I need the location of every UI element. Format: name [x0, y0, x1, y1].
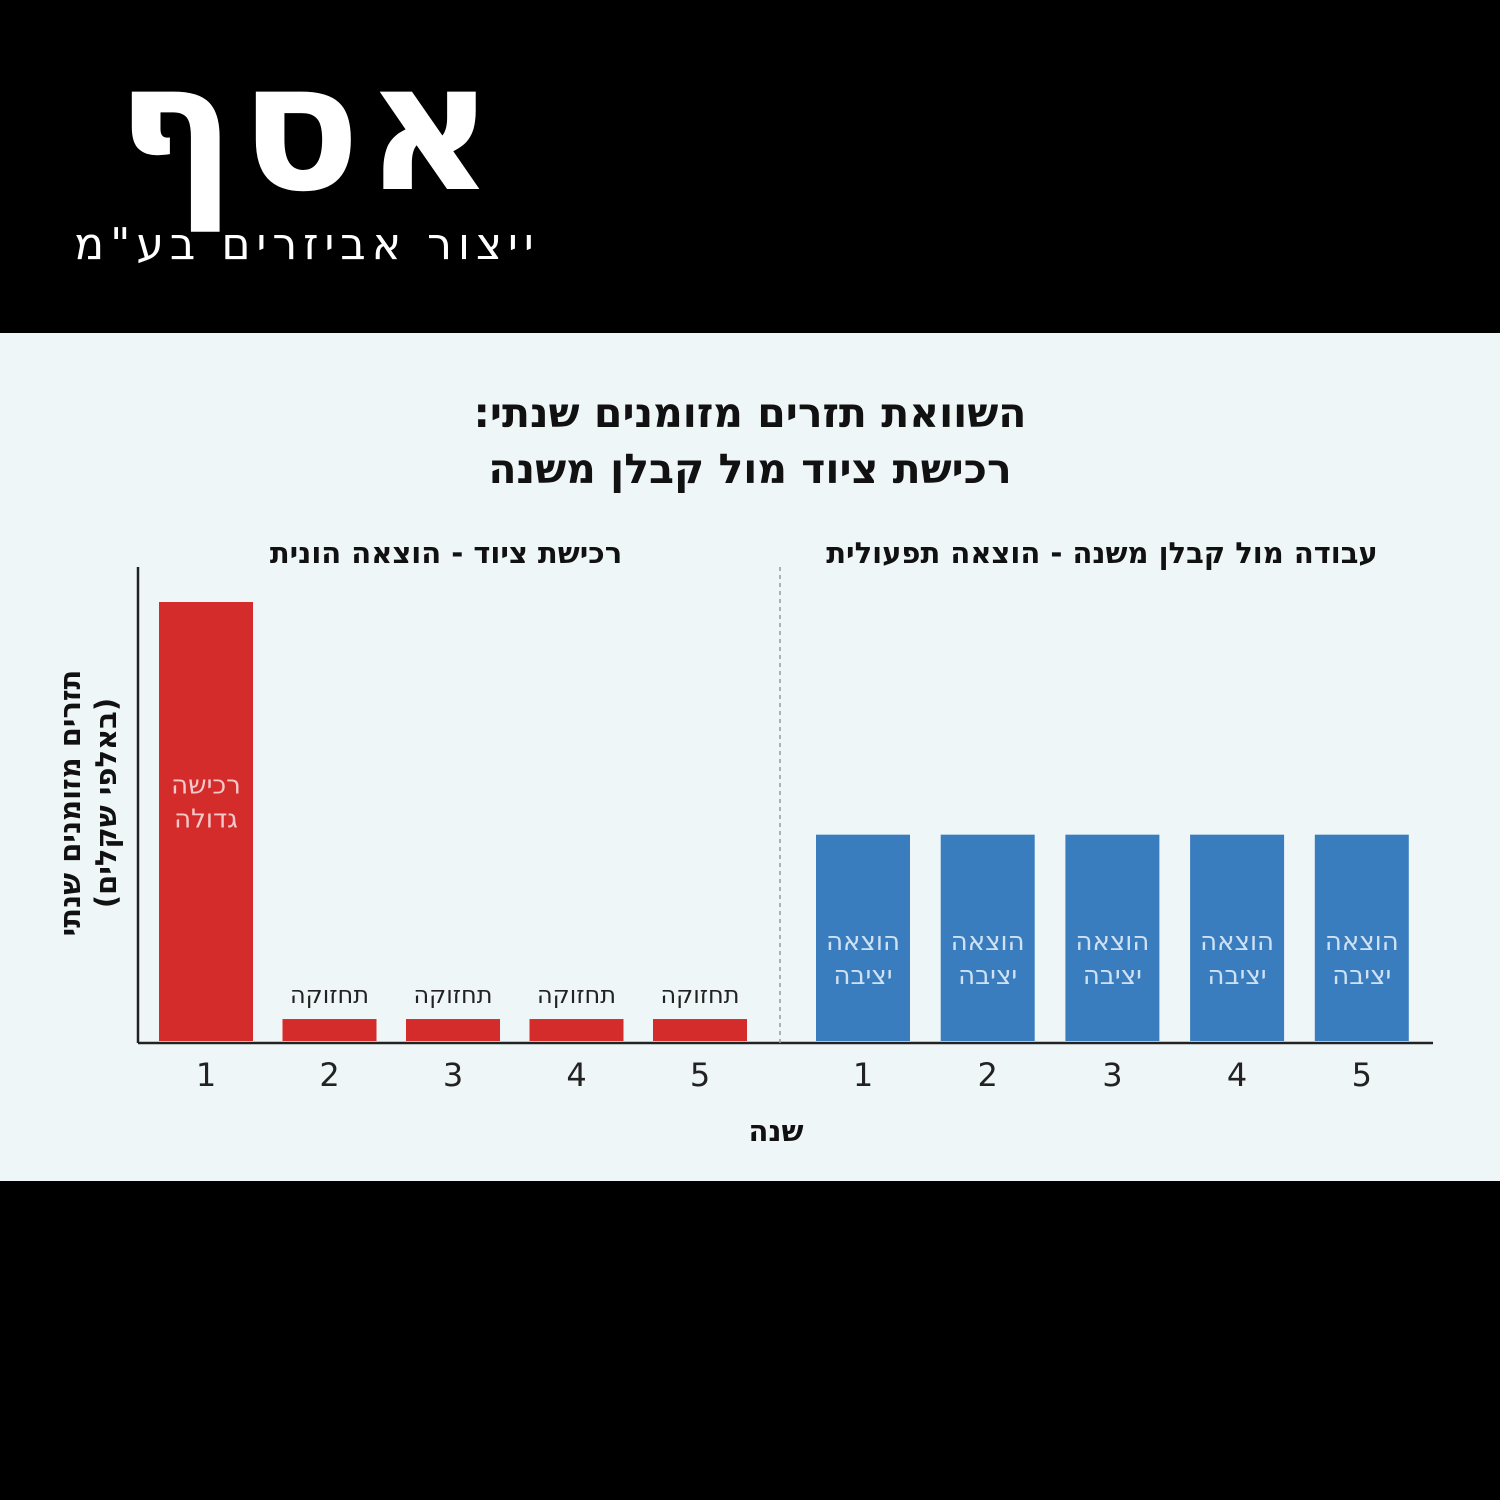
y-axis-title: תזרים מזומנים שנתי (באלפי שקלים)	[53, 670, 123, 937]
x-tick-label: 2	[319, 1056, 339, 1094]
x-tick-label: 4	[566, 1056, 586, 1094]
bar-capex-year-5	[653, 1019, 747, 1041]
bar-capex-year-3	[406, 1019, 500, 1041]
x-tick-label: 5	[1352, 1056, 1372, 1094]
logo-mark: אסף	[115, 24, 499, 231]
bar-data-label: הוצאה יציבה	[1325, 927, 1399, 991]
panel-title-opex: עבודה מול קבלן משנה - הוצאה תפעולית	[826, 536, 1378, 570]
y-axis-title-line-1: תזרים מזומנים שנתי	[53, 670, 87, 937]
panel-title-capex: רכישת ציוד - הוצאה הונית	[270, 536, 622, 570]
logo-tagline: ייצור אביזרים בע"מ	[74, 219, 540, 270]
chart-title-line-1: השוואת תזרים מזומנים שנתי:	[473, 389, 1027, 437]
x-axis-title: שנה	[748, 1114, 803, 1148]
bar-data-label: תחזוקה	[413, 981, 492, 1009]
bar-opex-year-3	[1065, 834, 1160, 1041]
x-tick-label: 3	[1102, 1056, 1122, 1094]
bar-data-label: רכישה גדולה	[171, 771, 241, 835]
bars-layer: 1 רכישה גדולה 2 תחזוקה 3 תחזוקה 4 תחזוקה 5 תחזוקה 1…	[159, 602, 1409, 1094]
bar-capex-year-1	[159, 602, 253, 1041]
bar-capex-year-4	[529, 1019, 624, 1041]
bar-data-label: הוצאה יציבה	[1200, 927, 1274, 991]
bar-data-label: הוצאה יציבה	[826, 927, 900, 991]
bar-data-label: תחזוקה	[660, 981, 739, 1009]
bar-capex-year-2	[282, 1019, 377, 1041]
x-tick-label: 3	[443, 1056, 463, 1094]
footer-band	[0, 1181, 1500, 1500]
bar-data-label: הוצאה יציבה	[951, 927, 1025, 991]
chart-title: השוואת תזרים מזומנים שנתי: רכישת ציוד מו…	[0, 385, 1500, 497]
bar-data-label: תחזוקה	[537, 981, 616, 1009]
bar-data-label: תחזוקה	[290, 981, 369, 1009]
x-tick-label: 2	[978, 1056, 998, 1094]
x-tick-label: 1	[196, 1056, 216, 1094]
header-band: אסף ייצור אביזרים בע"מ	[0, 0, 1500, 333]
bar-opex-year-4	[1190, 834, 1285, 1041]
bar-opex-year-1	[816, 834, 910, 1041]
chart-title-line-2: רכישת ציוד מול קבלן משנה	[488, 445, 1012, 493]
chart-panel: השוואת תזרים מזומנים שנתי: רכישת ציוד מו…	[0, 333, 1500, 1181]
bar-chart: רכישת ציוד - הוצאה הונית עבודה מול קבלן …	[53, 536, 1433, 1148]
x-tick-label: 4	[1227, 1056, 1247, 1094]
x-tick-label: 1	[853, 1056, 873, 1094]
bar-data-label: הוצאה יציבה	[1075, 927, 1149, 991]
bar-opex-year-5	[1314, 834, 1409, 1041]
x-tick-label: 5	[690, 1056, 710, 1094]
bar-opex-year-2	[940, 834, 1035, 1041]
y-axis-title-line-2: (באלפי שקלים)	[89, 698, 123, 908]
company-logo: אסף ייצור אביזרים בע"מ	[72, 24, 542, 273]
